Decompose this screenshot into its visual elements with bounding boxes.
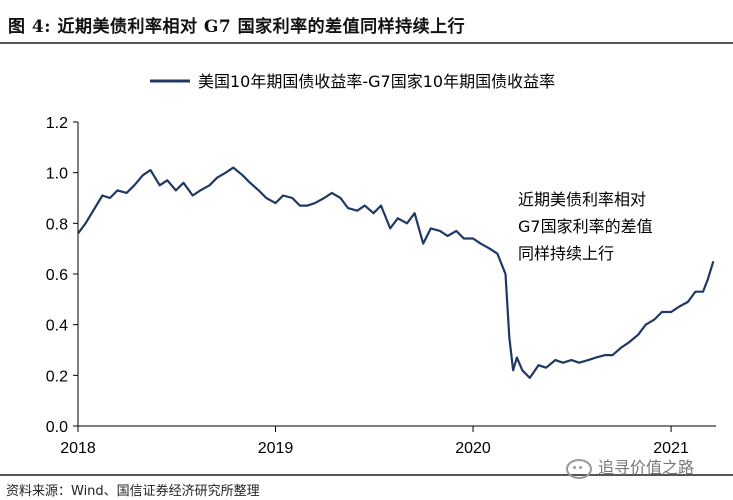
- figure-title: 图 4: 近期美债利率相对 G7 国家利率的差值同样持续上行: [8, 17, 466, 37]
- y-tick-label: 0.0: [46, 419, 68, 436]
- annotation-line: 同样持续上行: [518, 244, 614, 263]
- watermark: 追寻价值之路: [566, 454, 694, 479]
- x-tick-label: 2018: [60, 440, 96, 457]
- x-tick-label: 2019: [258, 440, 294, 457]
- y-tick-label: 0.2: [46, 368, 68, 385]
- chart-axes: [77, 122, 716, 427]
- series-line: [77, 166, 715, 379]
- figure-title-bar: 图 4: 近期美债利率相对 G7 国家利率的差值同样持续上行: [0, 0, 733, 44]
- wechat-icon: [566, 458, 592, 479]
- chart-ticks: 0.0 0.2 0.4 0.6 0.8 1.0 1.2 2018 2019 2020 2021: [46, 115, 689, 457]
- y-tick-label: 0.8: [46, 216, 68, 233]
- chart-legend: 美国10年期国债收益率-G7国家10年期国债收益率: [150, 72, 555, 91]
- annotation-line: 近期美债利率相对: [518, 190, 646, 209]
- source-note: 资料来源：Wind、国信证券经济研究所整理: [6, 484, 260, 499]
- chart-series: [77, 166, 715, 379]
- legend-label: 美国10年期国债收益率-G7国家10年期国债收益率: [198, 72, 555, 91]
- y-tick-label: 0.6: [46, 267, 68, 284]
- x-tick-label: 2020: [455, 440, 491, 457]
- x-tick-label: 2021: [653, 440, 689, 457]
- y-tick-label: 0.4: [46, 318, 68, 335]
- y-tick-label: 1.2: [46, 115, 68, 132]
- watermark-text: 追寻价值之路: [598, 458, 695, 477]
- y-tick-label: 1.0: [46, 166, 68, 183]
- footer-divider: [0, 474, 733, 476]
- line-chart: 0.0 0.2 0.4 0.6 0.8 1.0 1.2 2018 2019 2020 2021 美国…: [46, 72, 716, 457]
- annotation-line: G7国家利率的差值: [518, 217, 653, 236]
